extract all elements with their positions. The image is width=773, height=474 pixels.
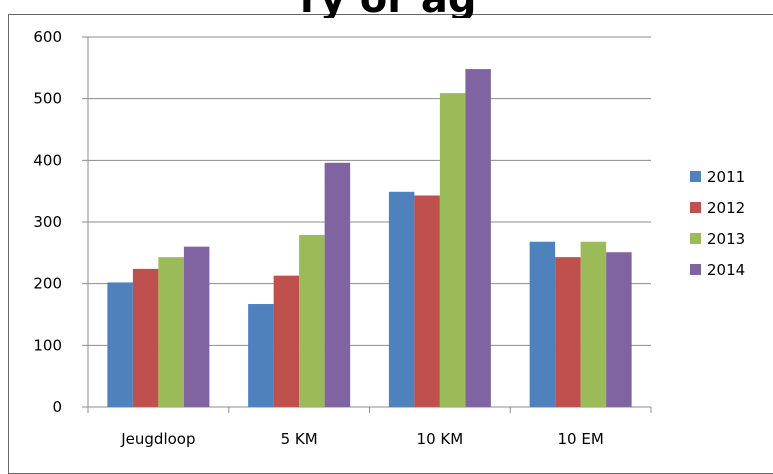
legend-swatch-2014 xyxy=(690,264,701,275)
bar-2014-5-km xyxy=(324,162,351,407)
bar-2011-5-km xyxy=(248,304,274,407)
legend-label-2013: 2013 xyxy=(707,230,745,248)
x-tick-label: 10 KM xyxy=(417,430,464,448)
y-tick-label: 200 xyxy=(33,275,62,293)
bar-2014-jeugdloop xyxy=(183,246,210,407)
bars xyxy=(107,69,632,408)
legend-swatch-2012 xyxy=(690,202,701,213)
y-tick-label: 0 xyxy=(52,398,62,416)
bar-chart: 0 100 200 300 400 500 600 Jeugdloop 5 KM 10 KM 10 … xyxy=(33,28,745,448)
x-tick-label: Jeugdloop xyxy=(120,430,195,448)
bar-2012-5-km xyxy=(273,275,300,407)
x-tick-label: 5 KM xyxy=(281,430,318,448)
bar-2011-jeugdloop xyxy=(107,282,133,407)
tick-labels: 0 100 200 300 400 500 600 Jeugdloop 5 KM 10 KM 10 … xyxy=(33,28,603,448)
bar-2012-10-km xyxy=(414,195,440,407)
bar-2011-10-km xyxy=(388,191,415,407)
x-tick-label: 10 EM xyxy=(557,430,603,448)
bar-2013-jeugdloop xyxy=(158,257,184,407)
bar-2013-5-km xyxy=(299,234,325,407)
legend-label-2014: 2014 xyxy=(707,261,745,279)
bar-2012-10-em xyxy=(555,257,581,407)
legend-swatch-2013 xyxy=(690,233,701,244)
legend-label-2012: 2012 xyxy=(707,199,745,217)
y-tick-label: 400 xyxy=(33,151,62,169)
bar-2011-10-em xyxy=(529,241,556,407)
bar-2012-jeugdloop xyxy=(132,268,159,407)
bar-2014-10-km xyxy=(465,69,491,407)
legend-swatch-2011 xyxy=(690,171,701,182)
bar-2013-10-km xyxy=(439,93,466,408)
y-tick-label: 500 xyxy=(33,90,62,108)
legend: 2011 2012 2013 2014 xyxy=(690,168,745,279)
legend-label-2011: 2011 xyxy=(707,168,745,186)
bar-2013-10-em xyxy=(580,241,607,407)
y-tick-label: 300 xyxy=(33,213,62,231)
bar-2014-10-em xyxy=(606,252,632,407)
y-tick-label: 600 xyxy=(33,28,62,46)
y-tick-label: 100 xyxy=(33,336,62,354)
